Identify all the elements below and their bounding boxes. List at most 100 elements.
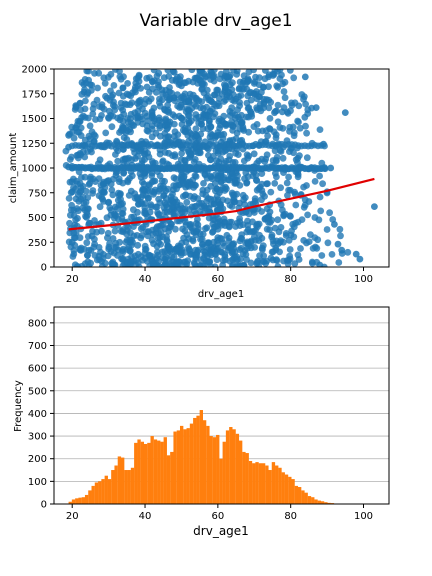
scatter-point bbox=[152, 203, 160, 211]
scatter-point bbox=[69, 253, 77, 260]
scatter-outlier bbox=[356, 255, 364, 263]
scatter-point bbox=[237, 234, 245, 242]
scatter-point bbox=[119, 255, 127, 262]
scatter-point bbox=[149, 259, 157, 267]
histogram-x-tick-label: 40 bbox=[139, 511, 152, 522]
scatter-point bbox=[194, 149, 202, 157]
histogram-x-label: drv_age1 bbox=[193, 524, 249, 538]
histogram-bar bbox=[232, 429, 236, 504]
scatter-point bbox=[93, 96, 101, 104]
histogram-bar bbox=[225, 430, 230, 504]
scatter-point bbox=[236, 246, 244, 254]
scatter-point bbox=[128, 172, 136, 180]
scatter-outlier bbox=[327, 164, 335, 172]
scatter-point bbox=[143, 74, 151, 82]
histogram-bar bbox=[193, 417, 197, 504]
histogram-bar bbox=[281, 472, 285, 504]
scatter-point bbox=[194, 216, 201, 223]
scatter-point bbox=[81, 173, 89, 181]
scatter-point bbox=[274, 69, 281, 75]
scatter-point bbox=[92, 116, 99, 123]
scatter-point bbox=[218, 235, 226, 243]
scatter-point bbox=[201, 80, 208, 88]
histogram-bar bbox=[320, 501, 325, 504]
scatter-point bbox=[276, 248, 283, 256]
histogram-y-tick-label: 200 bbox=[28, 454, 47, 465]
histogram-y-tick-label: 300 bbox=[28, 432, 47, 443]
scatter-point bbox=[159, 254, 167, 262]
scatter-outlier bbox=[338, 246, 346, 254]
scatter-point bbox=[223, 231, 231, 239]
scatter-point bbox=[164, 133, 172, 141]
histogram-bar bbox=[255, 462, 259, 504]
scatter-point bbox=[260, 252, 268, 260]
scatter-point bbox=[134, 241, 142, 249]
scatter-point bbox=[277, 201, 285, 209]
histogram-bar bbox=[88, 490, 92, 504]
scatter-point bbox=[224, 89, 232, 96]
scatter-point bbox=[266, 125, 274, 133]
scatter-point bbox=[182, 261, 189, 267]
scatter-point bbox=[199, 125, 207, 133]
scatter-point bbox=[98, 227, 105, 235]
scatter-point bbox=[220, 112, 228, 120]
scatter-point bbox=[178, 114, 186, 122]
scatter-point bbox=[289, 123, 297, 131]
scatter-point bbox=[304, 211, 311, 219]
scatter-point bbox=[263, 151, 271, 159]
histogram-bar bbox=[258, 463, 262, 504]
scatter-point bbox=[264, 132, 271, 140]
scatter-point bbox=[200, 180, 207, 187]
scatter-y-tick-label: 750 bbox=[28, 188, 47, 199]
scatter-point bbox=[110, 261, 118, 267]
scatter-point bbox=[97, 219, 105, 227]
scatter-point bbox=[258, 258, 266, 265]
histogram-bar bbox=[179, 425, 184, 504]
scatter-point bbox=[272, 131, 280, 139]
scatter-point bbox=[213, 256, 221, 264]
scatter-point bbox=[319, 180, 326, 188]
scatter-point bbox=[335, 259, 343, 266]
scatter-point bbox=[98, 262, 106, 267]
scatter-point bbox=[265, 83, 272, 91]
scatter-point bbox=[104, 229, 112, 237]
scatter-point bbox=[251, 78, 259, 86]
histogram-bar bbox=[278, 467, 282, 504]
histogram-bar bbox=[252, 463, 256, 504]
scatter-point bbox=[96, 203, 104, 211]
scatter-point bbox=[274, 216, 282, 224]
scatter-point bbox=[288, 99, 295, 107]
scatter-point bbox=[126, 247, 134, 255]
scatter-x-ticks: 20 40 60 80 100 bbox=[66, 267, 373, 285]
scatter-point bbox=[123, 230, 130, 238]
scatter-y-tick-label: 1500 bbox=[22, 114, 47, 125]
histogram-bar bbox=[216, 434, 220, 504]
scatter-point bbox=[280, 238, 287, 246]
scatter-point bbox=[224, 197, 231, 205]
scatter-point bbox=[247, 259, 255, 267]
scatter-point bbox=[135, 102, 143, 110]
scatter-point bbox=[89, 110, 97, 118]
scatter-point bbox=[89, 190, 96, 197]
histogram-x-ticks: 20 40 60 80 100 bbox=[66, 504, 373, 522]
scatter-point bbox=[134, 200, 142, 208]
scatter-point bbox=[285, 173, 292, 181]
scatter-point bbox=[151, 77, 158, 85]
histogram-y-tick-label: 700 bbox=[28, 341, 47, 352]
scatter-point bbox=[258, 234, 266, 242]
scatter-y-ticks: 0 250 500 750 1000 1250 1500 1750 2000 bbox=[22, 65, 54, 274]
scatter-point bbox=[280, 212, 287, 220]
scatter-point bbox=[226, 71, 234, 79]
scatter-point bbox=[260, 84, 267, 91]
scatter-outlier bbox=[320, 140, 327, 148]
scatter-point bbox=[228, 104, 236, 112]
scatter-point bbox=[210, 238, 218, 246]
histogram-bar bbox=[127, 470, 131, 504]
scatter-point bbox=[110, 98, 117, 106]
scatter-point bbox=[107, 70, 115, 78]
scatter-point bbox=[156, 172, 164, 180]
scatter-point bbox=[171, 128, 179, 136]
scatter-point bbox=[316, 172, 323, 180]
scatter-point bbox=[292, 201, 300, 209]
